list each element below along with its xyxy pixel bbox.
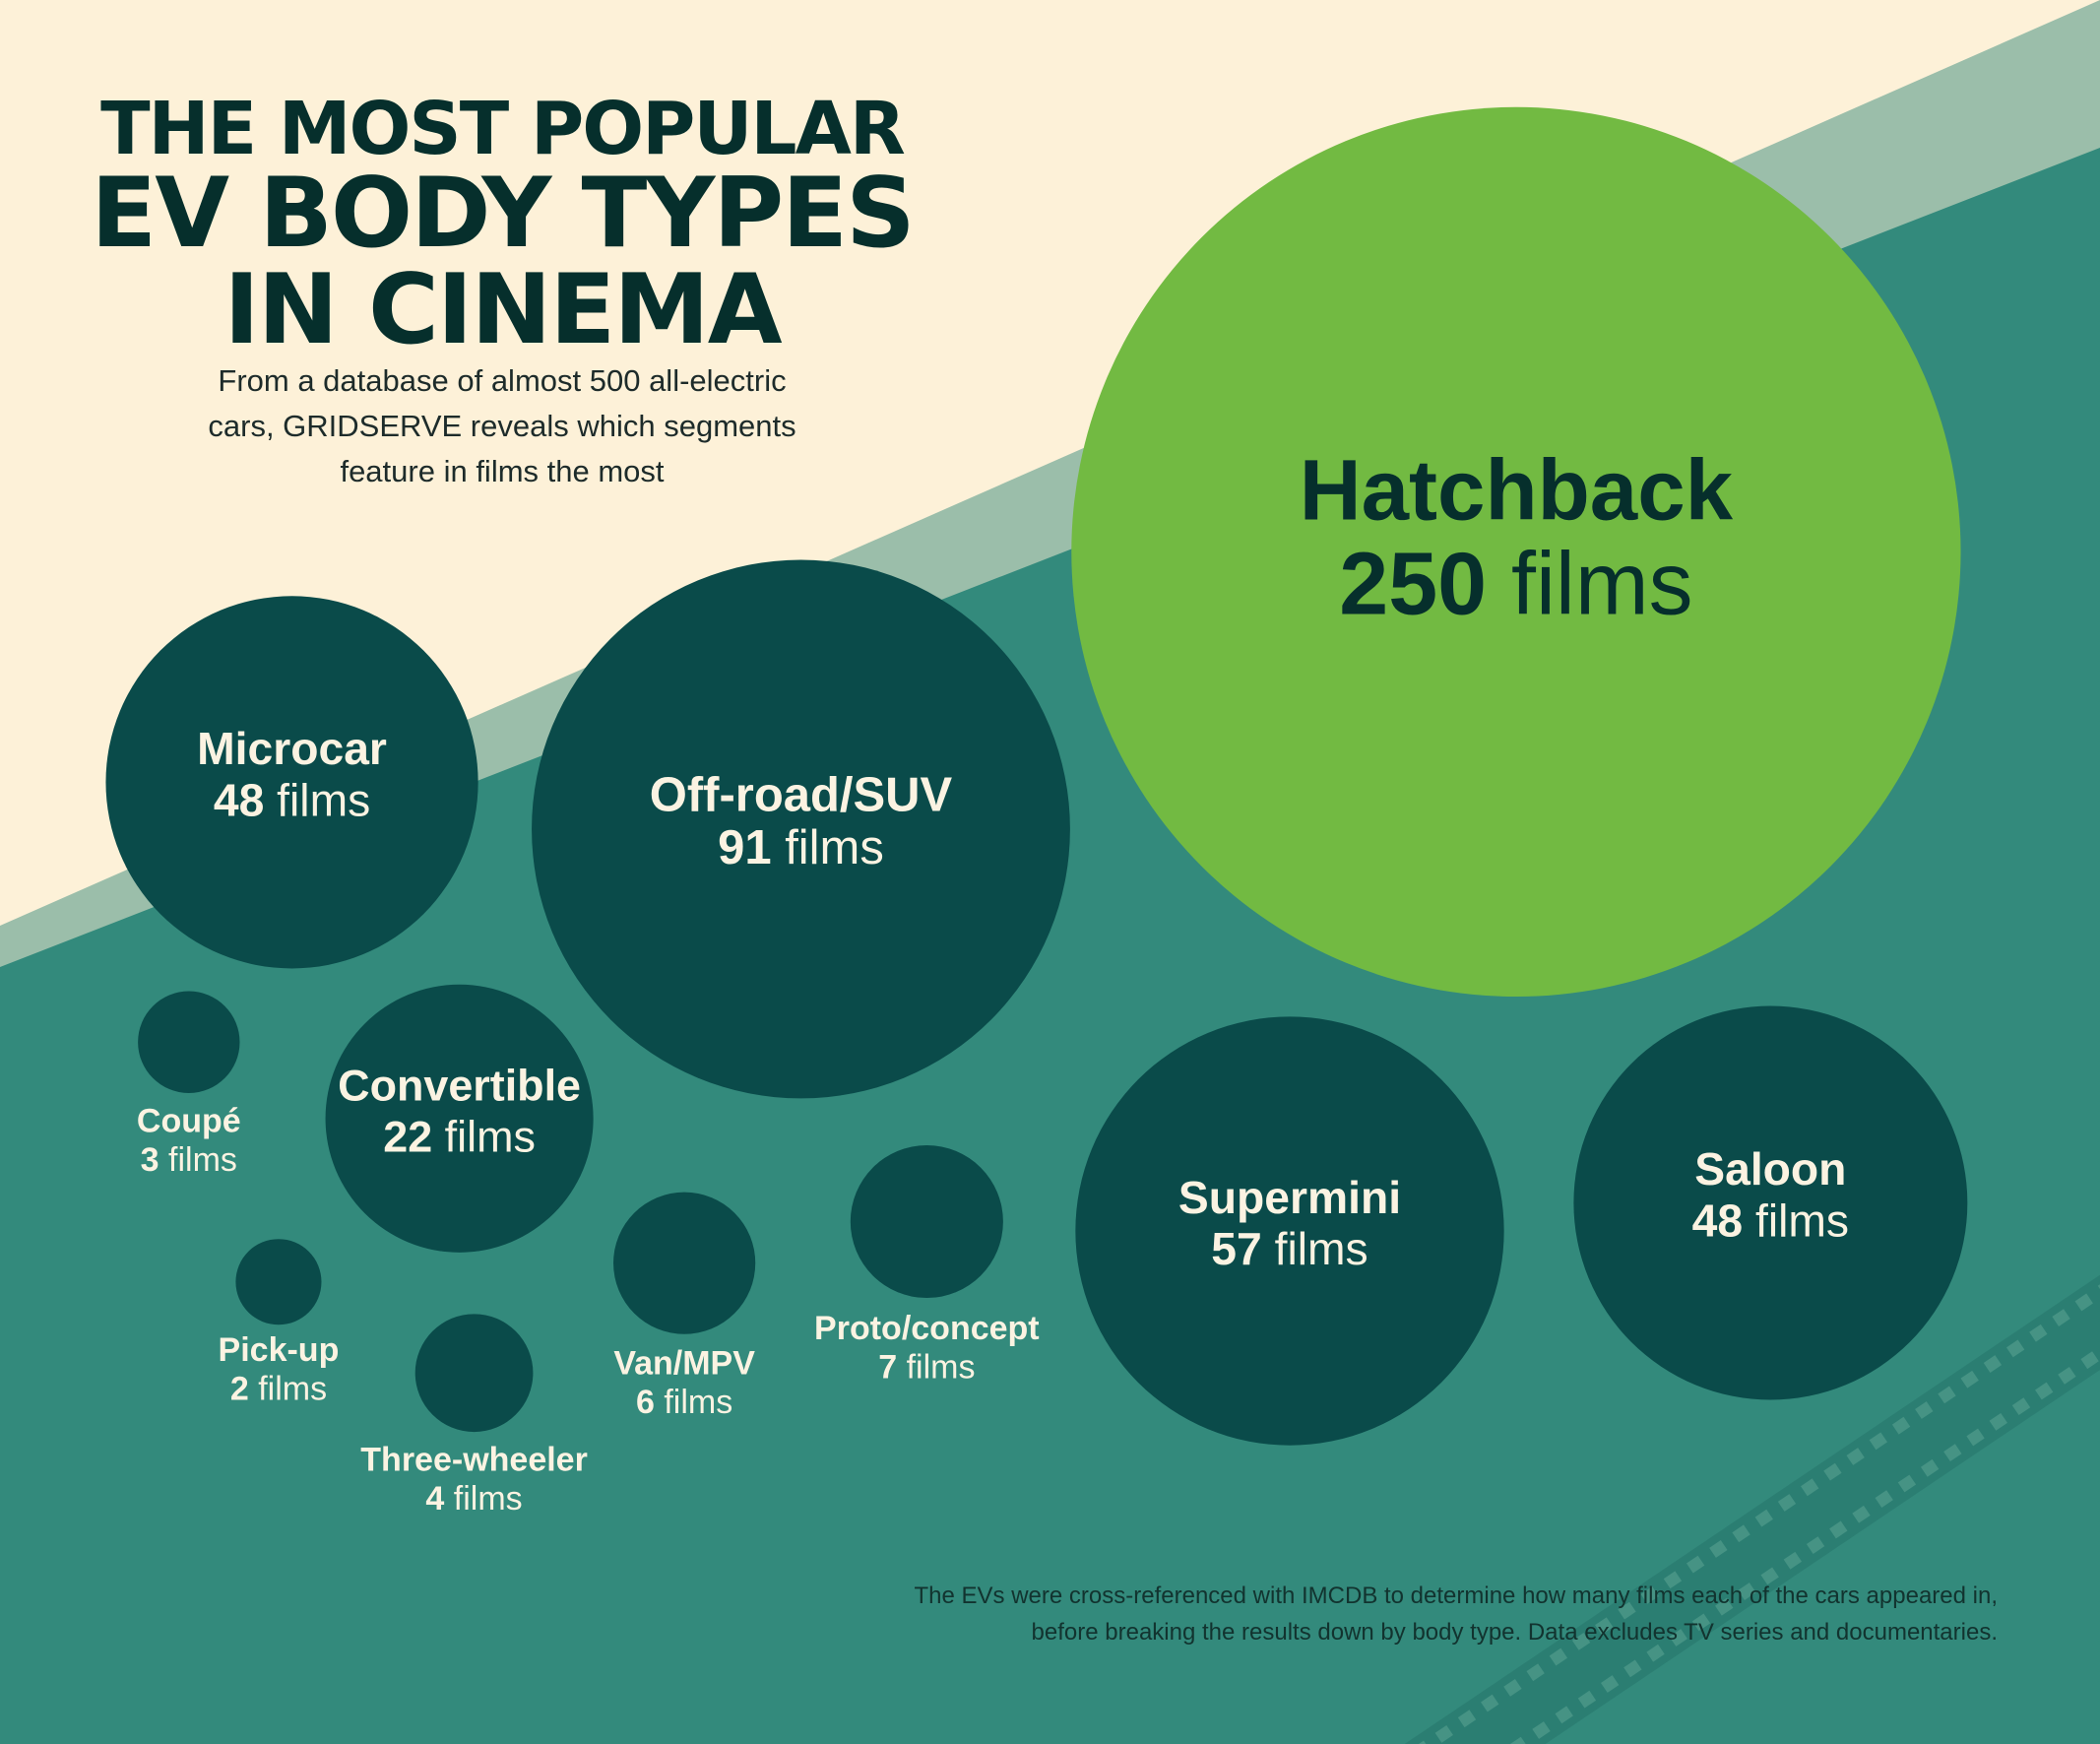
bubble-count-spacer: [655, 1384, 664, 1421]
bubble-label-name: Proto/concept: [814, 1310, 1040, 1347]
bubble-count-value: 4: [425, 1480, 444, 1518]
bubble-label-count: 2 films: [230, 1370, 327, 1407]
bubble-count-spacer: [1262, 1223, 1275, 1274]
bubble-count-spacer: [444, 1480, 453, 1518]
bubble-label-name: Convertible: [338, 1060, 581, 1110]
bubble-count-value: 6: [636, 1384, 655, 1421]
bubble-coup: [138, 991, 240, 1093]
bubble-label-name: Pick-up: [219, 1331, 340, 1369]
bubble-label-count: 6 films: [636, 1384, 732, 1421]
bubble-count-value: 2: [230, 1370, 249, 1407]
footnote-line-1: The EVs were cross-referenced with IMCDB…: [914, 1583, 1998, 1609]
bubble-label-count: 7 films: [878, 1349, 975, 1387]
subtitle-line-2: cars, GRIDSERVE reveals which segments: [208, 409, 796, 443]
bubble-label-name: Coupé: [137, 1102, 241, 1139]
bubble-count-value: 91: [718, 821, 771, 874]
bubble-van-mpv: [613, 1192, 756, 1334]
bubble-label-name: Off-road/SUV: [650, 768, 953, 821]
bubble-microcar: [105, 596, 478, 969]
bubble-count-value: 22: [383, 1111, 432, 1161]
bubble-count-unit: films: [1755, 1195, 1849, 1246]
bubble-count-spacer: [432, 1111, 444, 1161]
subtitle-line-3: feature in films the most: [340, 454, 665, 488]
bubble-count-value: 48: [1692, 1195, 1743, 1246]
bubble-count-unit: films: [1511, 535, 1692, 633]
bubble-count-value: 48: [214, 774, 264, 825]
film-strip: [1391, 1135, 2100, 1744]
bubble-count-unit: films: [277, 774, 370, 825]
bubble-label-count: 48 films: [214, 774, 370, 825]
bubble-label-count: 91 films: [718, 821, 884, 874]
bubble-count-unit: films: [454, 1480, 523, 1518]
bubble-count-spacer: [159, 1141, 168, 1179]
bubble-count-spacer: [772, 821, 786, 874]
bubble-supermini: [1075, 1016, 1504, 1446]
bubble-proto-concept: [850, 1144, 1003, 1299]
bubble-group-pick-up: Pick-up2 films: [219, 1239, 340, 1407]
bubble-count-unit: films: [258, 1370, 327, 1407]
bubble-count-unit: films: [785, 821, 884, 874]
bubble-count-spacer: [264, 774, 277, 825]
bubble-label-name: Saloon: [1694, 1143, 1846, 1195]
bubble-convertible: [325, 984, 594, 1253]
bubble-count-spacer: [1487, 535, 1511, 633]
bubble-count-value: 3: [141, 1141, 159, 1179]
bubble-hatchback: [1071, 106, 1961, 998]
bubble-count-unit: films: [168, 1141, 237, 1179]
bubble-three-wheeler: [414, 1314, 534, 1433]
title-line-2: EV BODY TYPES: [91, 158, 915, 270]
title-line-3: IN CINEMA: [223, 254, 782, 366]
bubble-count-unit: films: [664, 1384, 732, 1421]
bubble-count-value: 7: [878, 1349, 897, 1387]
footnote-line-2: before breaking the results down by body…: [1031, 1619, 1998, 1646]
bubble-count-unit: films: [445, 1111, 536, 1161]
bubble-count-value: 57: [1211, 1223, 1261, 1274]
bubble-count-unit: films: [907, 1349, 976, 1387]
bubble-label-count: 250 films: [1339, 535, 1692, 633]
bubble-label-name: Van/MPV: [613, 1345, 755, 1383]
bubble-label-count: 22 films: [383, 1111, 536, 1161]
bubble-label-name: Hatchback: [1300, 442, 1734, 538]
bubble-label-count: 48 films: [1692, 1195, 1849, 1246]
bubble-label-count: 57 films: [1211, 1223, 1368, 1274]
bubble-count-spacer: [249, 1370, 258, 1407]
bubble-count-spacer: [897, 1349, 906, 1387]
bubble-pick-up: [235, 1239, 322, 1325]
bubble-label-count: 3 films: [141, 1141, 237, 1179]
bubble-saloon: [1573, 1005, 1968, 1400]
film-strip-decoration: [1391, 1135, 2100, 1744]
bubble-label-name: Supermini: [1178, 1172, 1401, 1223]
bubble-label-name: Three-wheeler: [360, 1442, 588, 1479]
bubble-label-name: Microcar: [197, 723, 387, 774]
bubble-count-value: 250: [1339, 535, 1487, 633]
bubble-count-unit: films: [1275, 1223, 1368, 1274]
subtitle-line-1: From a database of almost 500 all-electr…: [218, 363, 787, 398]
bubble-count-spacer: [1743, 1195, 1755, 1246]
title-line-1: THE MOST POPULAR: [100, 87, 906, 171]
bubble-label-count: 4 films: [425, 1480, 522, 1518]
bubble-off-road-suv: [532, 559, 1070, 1099]
